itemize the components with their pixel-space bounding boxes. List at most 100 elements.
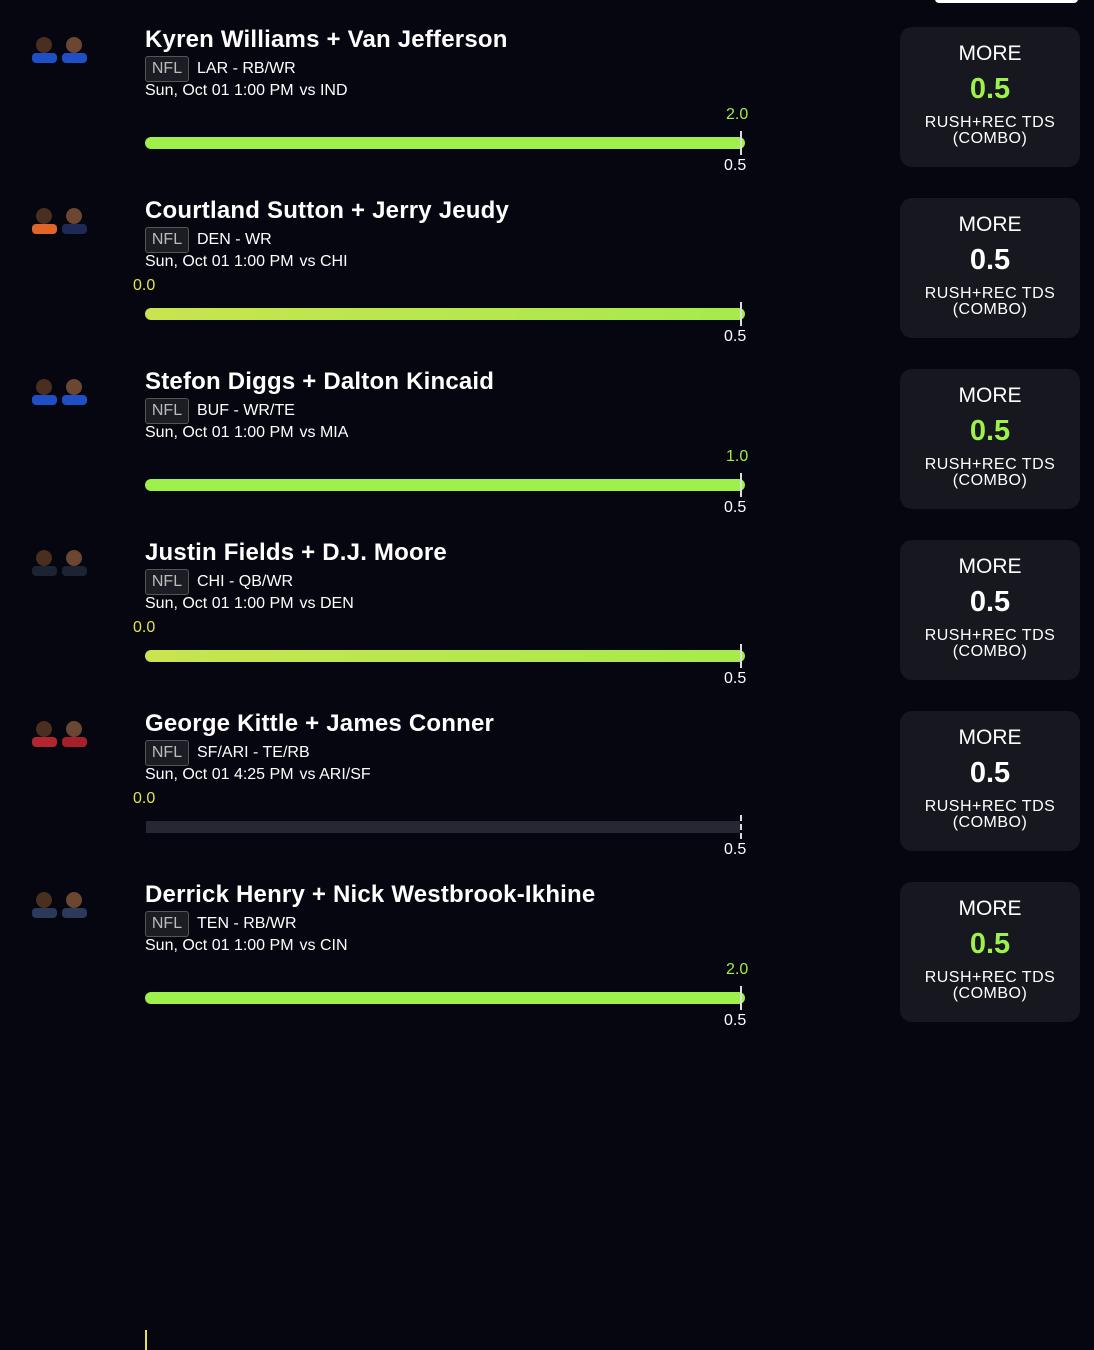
line-tick xyxy=(740,815,742,839)
pick-row: George Kittle + James Conner NFL SF/ARI - … xyxy=(0,684,1094,1350)
avatar xyxy=(62,208,87,234)
pick-row: Kyren Williams + Van Jefferson NFL LAR - R… xyxy=(0,0,1094,174)
avatar xyxy=(62,550,87,576)
line-value: 0.5 xyxy=(724,670,747,687)
line-value: 0.5 xyxy=(724,1012,747,1029)
line-tick xyxy=(740,986,742,1010)
pick-card[interactable]: MORE 0.5 RUSH+REC TDS (COMBO) xyxy=(900,711,1080,851)
current-value: 2.0 xyxy=(726,961,749,978)
avatar xyxy=(32,37,57,63)
pick-card[interactable]: MORE 0.5 RUSH+REC TDS (COMBO) xyxy=(900,882,1080,1022)
league-badge: NFL xyxy=(145,56,189,82)
game-time: Sun, Oct 01 1:00 PM xyxy=(145,82,294,99)
progress-bar xyxy=(145,308,745,320)
card-line: 0.5 xyxy=(969,415,1011,447)
pick-card[interactable]: MORE 0.5 RUSH+REC TDS (COMBO) xyxy=(900,540,1080,680)
pick-card[interactable]: MORE 0.5 RUSH+REC TDS (COMBO) xyxy=(900,369,1080,509)
team-position: DEN - WR xyxy=(197,231,272,248)
line-tick xyxy=(740,131,742,155)
avatar xyxy=(62,37,87,63)
team-position: TEN - RB/WR xyxy=(197,915,297,932)
avatar xyxy=(32,550,57,576)
opponent: vs CIN xyxy=(299,937,348,954)
team-position: LAR - RB/WR xyxy=(197,60,296,77)
progress-bar xyxy=(145,137,745,149)
game-info: Sun, Oct 01 1:00 PM vs CIN xyxy=(145,937,354,955)
card-line: 0.5 xyxy=(969,928,1011,960)
player-avatars xyxy=(28,888,94,918)
opponent: vs IND xyxy=(299,82,348,99)
league-badge: NFL xyxy=(145,227,189,253)
pick-card[interactable]: MORE 0.5 RUSH+REC TDS (COMBO) xyxy=(900,27,1080,167)
game-info: Sun, Oct 01 1:00 PM vs CHI xyxy=(145,253,354,271)
line-tick xyxy=(740,473,742,497)
line-value: 0.5 xyxy=(724,841,747,858)
pick-row: Derrick Henry + Nick Westbrook-Ikhine NFL… xyxy=(0,855,1094,1029)
current-value: 0.0 xyxy=(133,277,156,294)
current-value: 1.0 xyxy=(726,448,749,465)
avatar xyxy=(32,208,57,234)
game-time: Sun, Oct 01 1:00 PM xyxy=(145,424,294,441)
direction: MORE xyxy=(958,726,1022,749)
team-position: BUF - WR/TE xyxy=(197,402,295,419)
player-avatars xyxy=(28,717,94,747)
line-tick xyxy=(740,302,742,326)
line-tick xyxy=(740,644,742,668)
current-value: 0.0 xyxy=(133,619,156,636)
direction: MORE xyxy=(958,384,1022,407)
game-time: Sun, Oct 01 1:00 PM xyxy=(145,595,294,612)
stat-type: RUSH+REC TDS (COMBO) xyxy=(924,798,1056,831)
line-value: 0.5 xyxy=(724,499,747,516)
game-info: Sun, Oct 01 1:00 PM vs IND xyxy=(145,82,354,100)
current-value: 2.0 xyxy=(726,106,749,123)
avatar xyxy=(32,892,57,918)
opponent: vs MIA xyxy=(299,424,349,441)
start-tick xyxy=(145,1330,147,1350)
direction: MORE xyxy=(958,897,1022,920)
player-avatars xyxy=(28,546,94,576)
player-names: Derrick Henry + Nick Westbrook-Ikhine xyxy=(145,881,596,908)
league-badge: NFL xyxy=(145,569,189,595)
card-line: 0.5 xyxy=(969,586,1011,618)
stat-type: RUSH+REC TDS (COMBO) xyxy=(924,969,1056,1002)
player-names: Kyren Williams + Van Jefferson xyxy=(145,26,508,53)
team-position: SF/ARI - TE/RB xyxy=(197,744,310,761)
player-names: George Kittle + James Conner xyxy=(145,710,495,737)
avatar xyxy=(32,379,57,405)
game-info: Sun, Oct 01 1:00 PM vs DEN xyxy=(145,595,360,613)
game-time: Sun, Oct 01 1:00 PM xyxy=(145,253,294,270)
game-time: Sun, Oct 01 4:25 PM xyxy=(145,766,294,783)
player-names: Justin Fields + D.J. Moore xyxy=(145,539,447,566)
line-value: 0.5 xyxy=(724,328,747,345)
player-avatars xyxy=(28,33,94,63)
stat-type: RUSH+REC TDS (COMBO) xyxy=(924,285,1056,318)
stat-type: RUSH+REC TDS (COMBO) xyxy=(924,456,1056,489)
league-badge: NFL xyxy=(145,740,189,766)
direction: MORE xyxy=(958,555,1022,578)
progress-bar xyxy=(145,650,745,662)
direction: MORE xyxy=(958,213,1022,236)
avatar xyxy=(62,892,87,918)
current-value: 0.0 xyxy=(133,790,156,807)
card-line: 0.5 xyxy=(969,244,1011,276)
pick-row: Stefon Diggs + Dalton Kincaid NFL BUF - WR… xyxy=(0,342,1094,516)
player-names: Courtland Sutton + Jerry Jeudy xyxy=(145,197,510,224)
avatar xyxy=(32,721,57,747)
stat-type: RUSH+REC TDS (COMBO) xyxy=(924,114,1056,147)
league-badge: NFL xyxy=(145,911,189,937)
pick-card[interactable]: MORE 0.5 RUSH+REC TDS (COMBO) xyxy=(900,198,1080,338)
league-badge: NFL xyxy=(145,398,189,424)
progress-bar xyxy=(145,992,745,1004)
team-position: CHI - QB/WR xyxy=(197,573,293,590)
opponent: vs CHI xyxy=(299,253,348,270)
pick-row: Justin Fields + D.J. Moore NFL CHI - QB/WR… xyxy=(0,513,1094,687)
game-time: Sun, Oct 01 1:00 PM xyxy=(145,937,294,954)
game-info: Sun, Oct 01 4:25 PM vs ARI/SF xyxy=(145,766,377,784)
stat-type: RUSH+REC TDS (COMBO) xyxy=(924,627,1056,660)
top-button[interactable] xyxy=(935,0,1078,3)
card-line: 0.5 xyxy=(969,73,1011,105)
direction: MORE xyxy=(958,42,1022,65)
player-avatars xyxy=(28,375,94,405)
pick-row: Courtland Sutton + Jerry Jeudy NFL DEN - W… xyxy=(0,171,1094,345)
